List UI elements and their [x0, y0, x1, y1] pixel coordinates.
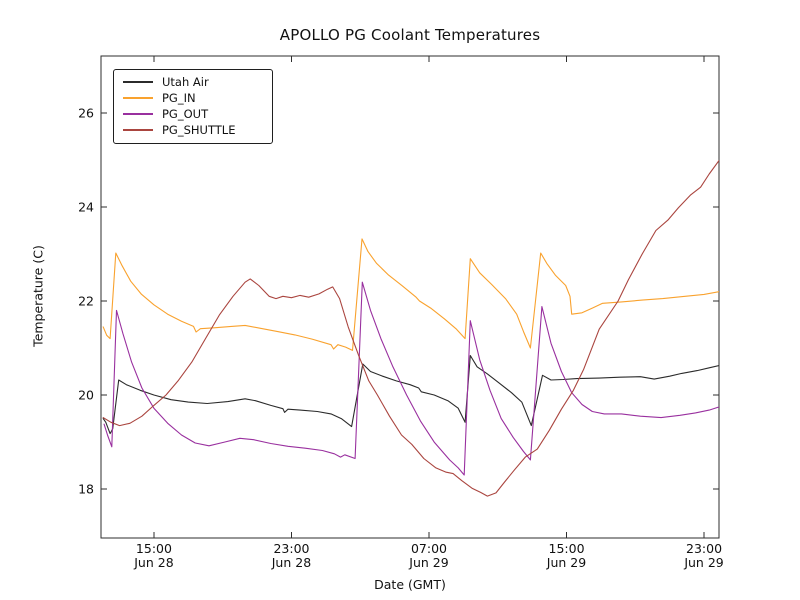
series-line-pg-out [103, 281, 719, 476]
chart-title: APOLLO PG Coolant Temperatures [279, 26, 541, 44]
x-tick-label-time: 07:00 [411, 541, 447, 556]
legend-item-pg-shuttle: PG_SHUTTLE [114, 122, 272, 138]
legend-label: Utah Air [162, 75, 209, 89]
series-line-utah-air [102, 354, 719, 435]
series-line-pg-in [102, 238, 719, 351]
legend-label: PG_OUT [162, 107, 209, 121]
y-tick-label: 26 [78, 105, 94, 120]
x-tick-label-time: 23:00 [273, 541, 309, 556]
y-axis-label: Temperature (C) [30, 245, 46, 347]
x-tick-label-time: 15:00 [549, 541, 585, 556]
series-line-pg-shuttle [102, 159, 719, 497]
y-tick-label: 20 [78, 388, 94, 403]
x-axis-label: Date (GMT) [374, 577, 446, 592]
x-tick-label-date: Jun 29 [546, 555, 586, 570]
y-tick-label: 18 [78, 482, 94, 497]
x-tick-label-date: Jun 29 [408, 555, 448, 570]
legend-item-pg-out: PG_OUT [114, 106, 272, 122]
legend-item-pg-in: PG_IN [114, 90, 272, 106]
legend-label: PG_IN [162, 91, 196, 105]
legend-item-utah-air: Utah Air [114, 74, 272, 90]
series-lines [102, 159, 719, 497]
y-tick-label: 22 [78, 293, 94, 308]
legend-label: PG_SHUTTLE [162, 123, 236, 137]
legend: Utah Air PG_IN PG_OUT PG_SHUTTLE [113, 69, 273, 144]
legend-line-sample-pg-shuttle [123, 129, 153, 131]
y-tick-label: 24 [78, 199, 94, 214]
x-tick-label-date: Jun 29 [683, 555, 723, 570]
legend-line-sample-pg-in [123, 97, 153, 99]
x-tick-label-time: 23:00 [686, 541, 722, 556]
x-tick-label-time: 15:00 [136, 541, 172, 556]
legend-line-sample-pg-out [123, 113, 153, 115]
x-tick-label-date: Jun 28 [133, 555, 173, 570]
axis-ticks [101, 56, 719, 538]
x-tick-label-date: Jun 28 [271, 555, 311, 570]
legend-line-sample-utah-air [123, 81, 153, 83]
